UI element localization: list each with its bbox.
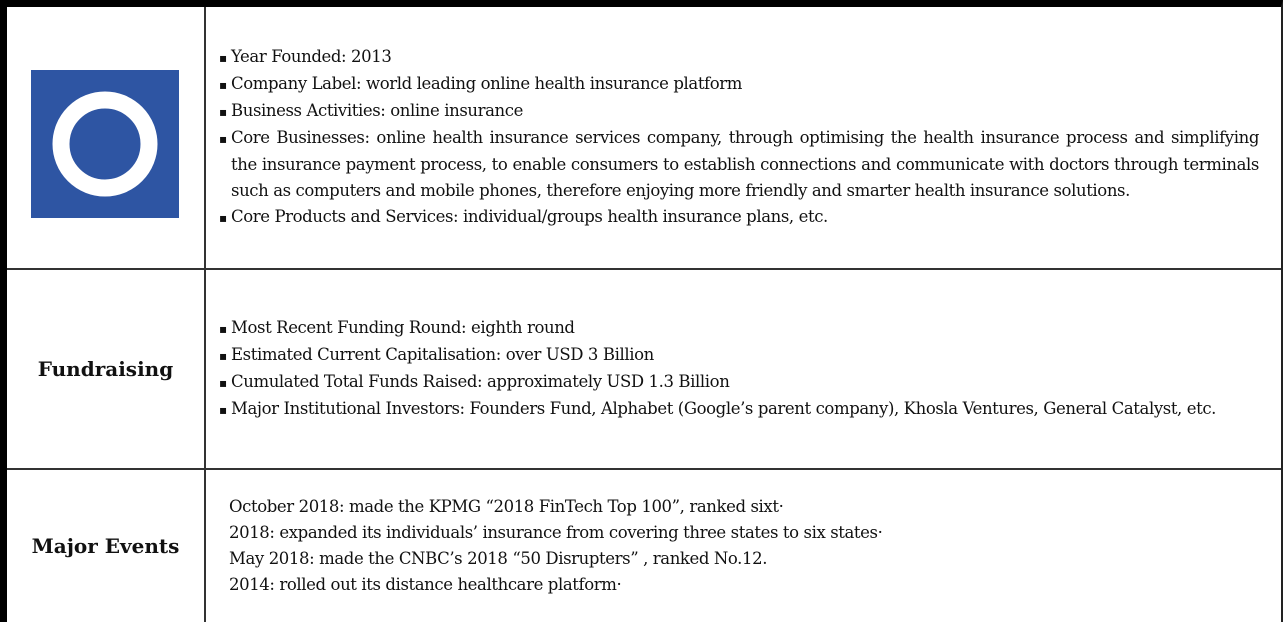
events-list: October 2018: made the KPMG “2018 FinTec… [219, 470, 1259, 622]
item: 2018: expanded its individuals’ insuranc… [229, 523, 883, 542]
item: Company Label: world leading online heal… [219, 71, 1259, 98]
item: Major Institutional Investors: Founders … [219, 396, 1259, 423]
item: Estimated Current Capitalisation: over U… [219, 342, 1259, 369]
overview-list: Year Founded: 2013 Company Label: world … [219, 7, 1259, 268]
overview-row: Year Founded: 2013 Company Label: world … [7, 7, 1281, 270]
logo-cell [7, 7, 206, 268]
item: Year Founded: 2013 [219, 44, 1259, 71]
fundraising-list: Most Recent Funding Round: eighth round … [219, 270, 1259, 468]
item: Core Businesses: online health insurance… [219, 125, 1259, 204]
fundraising-row: Fundraising Most Recent Funding Round: e… [7, 270, 1281, 470]
events-row: Major Events October 2018: made the KPMG… [7, 470, 1281, 630]
item: Business Activities: online insurance [219, 98, 1259, 125]
item: Core Products and Services: individual/g… [219, 204, 1259, 231]
item: Most Recent Funding Round: eighth round [219, 315, 1259, 342]
logo [31, 70, 179, 218]
item: 2014: rolled out its distance healthcare… [229, 575, 622, 594]
item: Cumulated Total Funds Raised: approximat… [219, 369, 1259, 396]
page: Year Founded: 2013 Company Label: world … [0, 0, 1283, 615]
row-label: Major Events [7, 470, 206, 622]
item: October 2018: made the KPMG “2018 FinTec… [229, 497, 784, 516]
logo-mark [52, 91, 158, 197]
item: May 2018: made the CNBC’s 2018 “50 Disru… [229, 549, 768, 568]
row-label: Fundraising [7, 270, 206, 468]
